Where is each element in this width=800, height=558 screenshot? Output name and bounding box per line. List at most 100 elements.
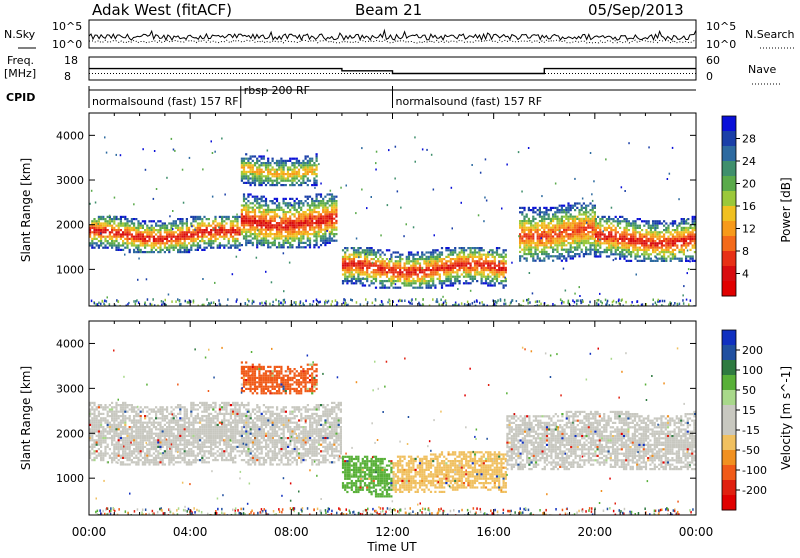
power-echo-cell [617,240,619,242]
power-echo-cell [498,247,500,249]
power-echo-cell [417,254,419,256]
velocity-echo-cell [111,417,113,419]
power-echo-cell [243,231,245,233]
power-echo-cell [574,233,576,235]
velocity-echo-cell [96,439,98,441]
power-echo-cell [467,258,469,260]
power-echo-cell [574,216,576,218]
power-echo-cell [258,240,260,242]
power-echo-cell [610,231,612,233]
power-echoes [89,136,696,308]
power-echo-cell [503,273,505,275]
power-echo-cell [300,164,302,166]
power-noise-cell [343,302,345,305]
power-echo-cell [494,258,496,260]
power-echo-cell [621,233,623,235]
power-echo-cell [300,182,302,184]
power-echo-cell [530,229,532,231]
power-echo-cell [463,247,465,249]
velocity-echo-cell [98,437,100,439]
power-echo-cell [353,265,355,267]
power-echo-cell [276,180,278,182]
power-echo-cell [98,231,100,233]
power-echo-cell [576,246,578,248]
power-echo-cell [212,247,214,249]
power-echo-cell [528,231,530,233]
power-echo-cell [232,238,234,240]
power-echo-cell [309,229,311,231]
power-echo-cell [276,177,278,179]
power-echo-cell [278,202,280,204]
power-echo-cell [181,247,183,249]
power-echo-cell [300,215,302,217]
power-echo-cell [305,231,307,233]
power-scatter-cell [174,150,176,152]
power-echo-cell [419,280,421,282]
power-echo-cell [349,258,351,260]
power-echo-cell [173,222,175,224]
power-echo-cell [377,249,379,251]
velocity-echo-cell [96,415,98,417]
power-echo-cell [578,224,580,226]
power-echo-cell [300,240,302,242]
power-echo-cell [318,202,320,204]
power-echo-cell [316,226,318,228]
power-echo-cell [443,269,445,271]
power-echo-cell [384,260,386,262]
power-echo-cell [208,244,210,246]
power-echo-cell [563,220,565,222]
power-echo-cell [430,284,432,286]
power-echo-cell [353,256,355,258]
power-echo-cell [576,222,578,224]
power-echo-cell [307,173,309,175]
power-echo-cell [188,238,190,240]
power-echo-cell [355,282,357,284]
power-echo-cell [179,244,181,246]
power-echo-cell [587,249,589,251]
power-echo-cell [247,193,249,195]
power-echo-cell [623,229,625,231]
power-echo-cell [283,169,285,171]
power-echo-cell [265,162,267,164]
power-echo-cell [331,240,333,242]
power-echo-cell [423,273,425,275]
power-echo-cell [561,246,563,248]
power-echo-cell [567,227,569,229]
power-echo-cell [239,233,241,235]
power-echo-cell [287,173,289,175]
power-echo-cell [505,280,507,282]
power-echo-cell [197,247,199,249]
power-echo-cell [157,238,159,240]
power-echo-cell [267,175,269,177]
power-echo-cell [384,267,386,269]
power-echo-cell [437,258,439,260]
power-noise-cell [535,301,537,304]
power-echo-cell [269,171,271,173]
power-echo-cell [155,229,157,231]
power-echo-cell [672,253,674,255]
power-echo-cell [443,262,445,264]
power-echo-cell [263,218,265,220]
power-echo-cell [408,280,410,282]
power-echo-cell [291,244,293,246]
power-echo-cell [397,273,399,275]
power-echo-cell [333,235,335,237]
power-echo-cell [126,244,128,246]
power-echo-cell [388,287,390,289]
power-echo-cell [309,180,311,182]
power-echo-cell [388,260,390,262]
power-echo-cell [395,256,397,258]
power-echo-cell [445,262,447,264]
velocity-echo-cell [111,402,113,404]
power-noise-cell [313,300,315,303]
power-echo-cell [615,258,617,260]
power-echo-cell [148,231,150,233]
velocity-echo-cell [113,439,115,441]
power-echo-cell [628,251,630,253]
power-echo-cell [333,204,335,206]
power-echo-cell [410,273,412,275]
power-echo-cell [173,231,175,233]
power-echo-cell [256,237,258,239]
nsky-label: N.Sky [4,28,36,41]
power-echo-cell [428,258,430,260]
